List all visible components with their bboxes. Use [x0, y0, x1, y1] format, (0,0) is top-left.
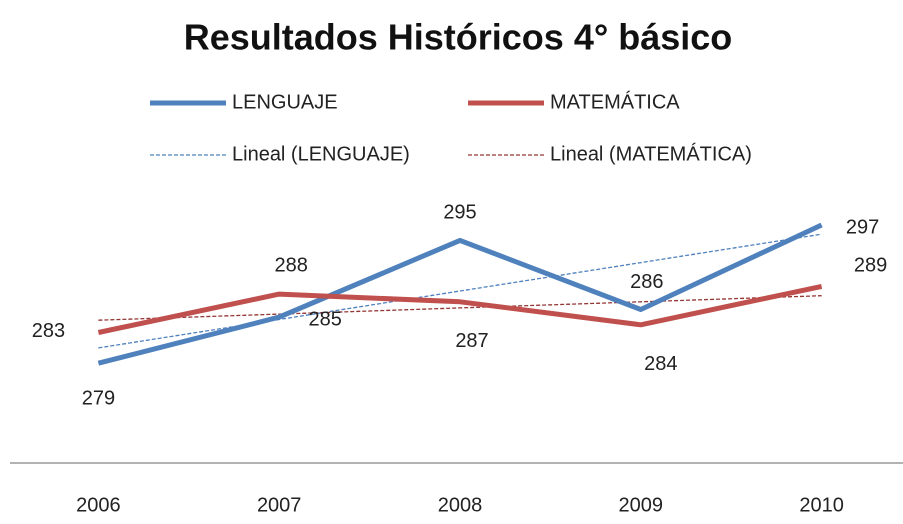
data-label: 285: [309, 308, 342, 330]
trend-line: [98, 295, 822, 321]
legend-label: Lineal (LENGUAJE): [232, 143, 410, 165]
data-label: 284: [644, 353, 677, 375]
chart-title: Resultados Históricos 4° básico: [184, 17, 733, 58]
data-label: 283: [32, 320, 65, 342]
x-tick-label: 2009: [619, 494, 664, 516]
x-tick-label: 2007: [257, 494, 302, 516]
trend-line: [98, 233, 822, 349]
data-label: 289: [854, 255, 887, 277]
data-label: 297: [846, 216, 879, 238]
series-line: [97, 283, 823, 335]
series-line: [97, 222, 823, 366]
data-label: 287: [455, 330, 488, 352]
x-tick-label: 2006: [76, 494, 121, 516]
data-label: 279: [82, 387, 115, 409]
data-label: 288: [275, 254, 308, 276]
legend-label: MATEMÁTICA: [550, 90, 680, 113]
data-label: 286: [630, 271, 663, 293]
x-tick-label: 2010: [799, 494, 844, 516]
x-tick-label: 2008: [438, 494, 483, 516]
legend-label: Lineal (MATEMÁTICA): [550, 142, 752, 165]
legend-label: LENGUAJE: [232, 91, 338, 113]
data-label: 295: [443, 202, 476, 224]
